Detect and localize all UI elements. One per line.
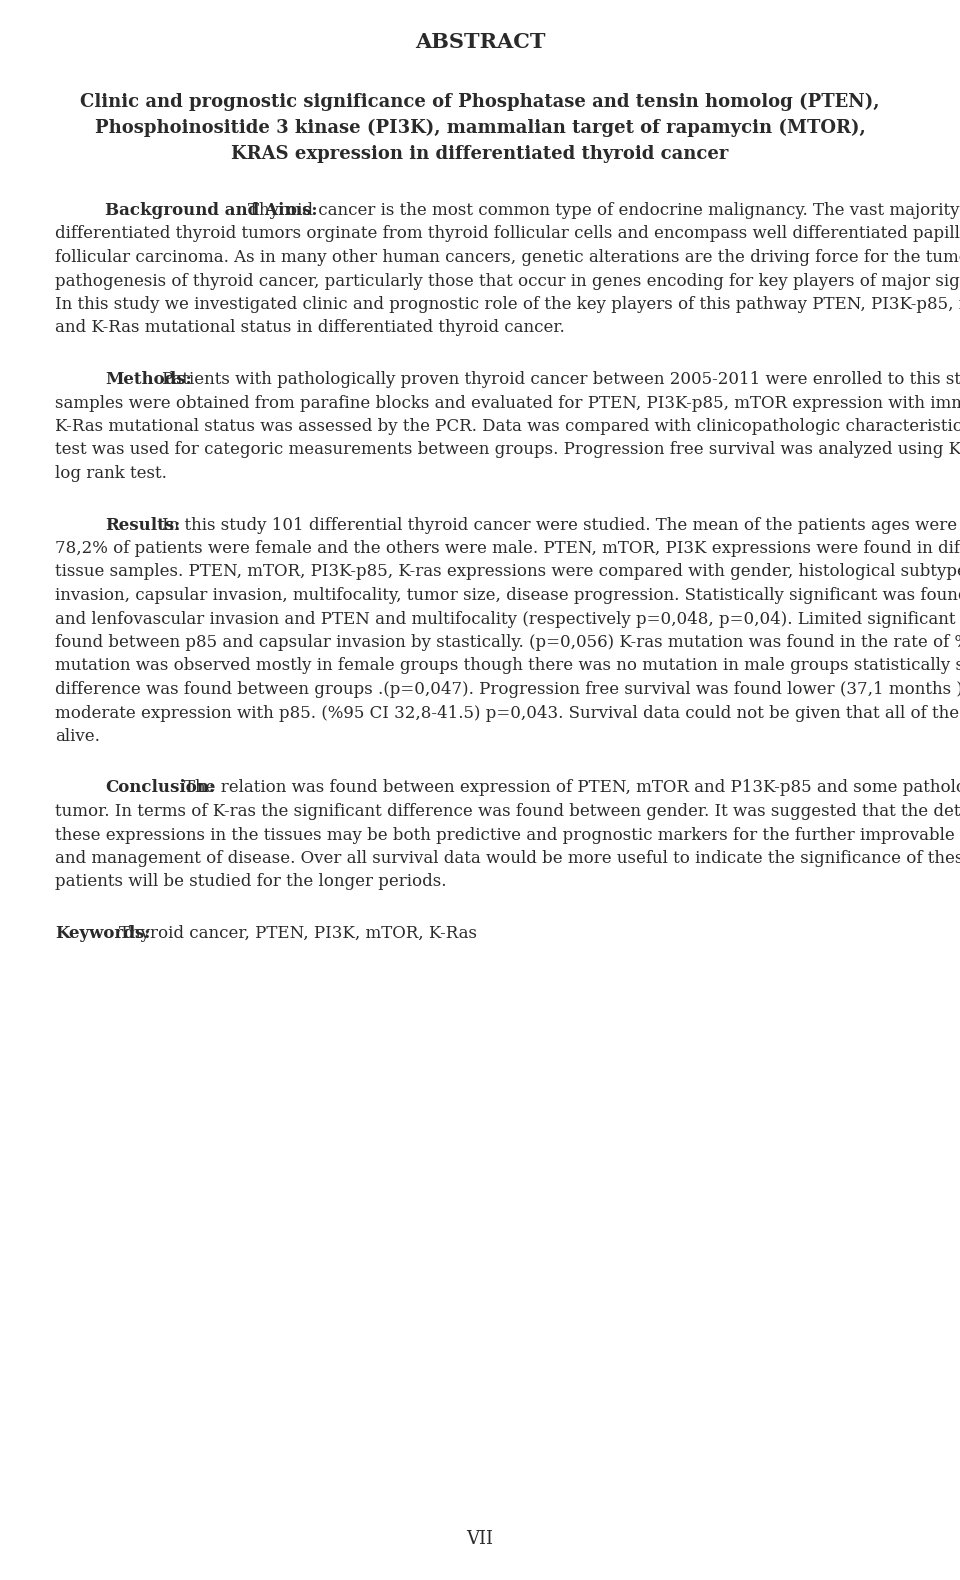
Text: found between p85 and capsular invasion by stastically. (p=0,056) K-ras mutation: found between p85 and capsular invasion … [55, 634, 960, 651]
Text: differentiated thyroid tumors orginate from thyroid follicular cells and encompa: differentiated thyroid tumors orginate f… [55, 226, 960, 242]
Text: Results:: Results: [105, 517, 180, 534]
Text: tissue samples. PTEN, mTOR, PI3K-p85, K-ras expressions were compared with gende: tissue samples. PTEN, mTOR, PI3K-p85, K-… [55, 564, 960, 580]
Text: mutation was observed mostly in female groups though there was no mutation in ma: mutation was observed mostly in female g… [55, 657, 960, 675]
Text: In this study we investigated clinic and prognostic role of the key players of t: In this study we investigated clinic and… [55, 295, 960, 313]
Text: invasion, capsular invasion, multifocality, tumor size, disease progression. Sta: invasion, capsular invasion, multifocali… [55, 588, 960, 604]
Text: tumor. In terms of K-ras the significant difference was found between gender. It: tumor. In terms of K-ras the significant… [55, 803, 960, 820]
Text: Methods:: Methods: [105, 371, 192, 389]
Text: Clinic and prognostic significance of Phosphatase and tensin homolog (PTEN),: Clinic and prognostic significance of Ph… [81, 93, 879, 111]
Text: and lenfovascular invasion and PTEN and multifocality (respectively p=0,048, p=0: and lenfovascular invasion and PTEN and … [55, 610, 960, 627]
Text: K-Ras mutational status was assessed by the PCR. Data was compared with clinicop: K-Ras mutational status was assessed by … [55, 419, 960, 435]
Text: patients will be studied for the longer periods.: patients will be studied for the longer … [55, 874, 446, 891]
Text: VII: VII [467, 1529, 493, 1548]
Text: alive.: alive. [55, 728, 100, 746]
Text: moderate expression with p85. (%95 CI 32,8-41.5) p=0,043. Survival data could no: moderate expression with p85. (%95 CI 32… [55, 705, 960, 722]
Text: follicular carcinoma. As in many other human cancers, genetic alterations are th: follicular carcinoma. As in many other h… [55, 250, 960, 265]
Text: 78,2% of patients were female and the others were male. PTEN, mTOR, PI3K express: 78,2% of patients were female and the ot… [55, 540, 960, 558]
Text: pathogenesis of thyroid cancer, particularly those that occur in genes encoding : pathogenesis of thyroid cancer, particul… [55, 272, 960, 289]
Text: Phosphoinositide 3 kinase (PI3K), mammalian target of rapamycin (MTOR),: Phosphoinositide 3 kinase (PI3K), mammal… [95, 118, 865, 137]
Text: KRAS expression in differentiated thyroid cancer: KRAS expression in differentiated thyroi… [231, 145, 729, 163]
Text: The relation was found between expression of PTEN, mTOR and P13K-p85 and some pa: The relation was found between expressio… [183, 779, 960, 796]
Text: test was used for categoric measurements between groups. Progression free surviv: test was used for categoric measurements… [55, 441, 960, 458]
Text: difference was found between groups .(p=0,047). Progression free survival was fo: difference was found between groups .(p=… [55, 681, 960, 698]
Text: Background and Aims:: Background and Aims: [105, 202, 318, 220]
Text: these expressions in the tissues may be both predictive and prognostic markers f: these expressions in the tissues may be … [55, 826, 960, 844]
Text: and K-Ras mutational status in differentiated thyroid cancer.: and K-Ras mutational status in different… [55, 319, 564, 337]
Text: and management of disease. Over all survival data would be more useful to indica: and management of disease. Over all surv… [55, 850, 960, 867]
Text: In this study 101 differential thyroid cancer were studied. The mean of the pati: In this study 101 differential thyroid c… [162, 517, 960, 534]
Text: Thyroid cancer is the most common type of endocrine malignancy. The vast majorit: Thyroid cancer is the most common type o… [248, 202, 960, 220]
Text: Conclusion:: Conclusion: [105, 779, 215, 796]
Text: samples were obtained from parafine blocks and evaluated for PTEN, PI3K-p85, mTO: samples were obtained from parafine bloc… [55, 395, 960, 411]
Text: ABSTRACT: ABSTRACT [415, 32, 545, 52]
Text: Keywords:: Keywords: [55, 924, 151, 942]
Text: Patients with pathologically proven thyroid cancer between 2005-2011 were enroll: Patients with pathologically proven thyr… [162, 371, 960, 389]
Text: log rank test.: log rank test. [55, 465, 167, 482]
Text: Thyroid cancer, PTEN, PI3K, mTOR, K-Ras: Thyroid cancer, PTEN, PI3K, mTOR, K-Ras [119, 924, 477, 942]
